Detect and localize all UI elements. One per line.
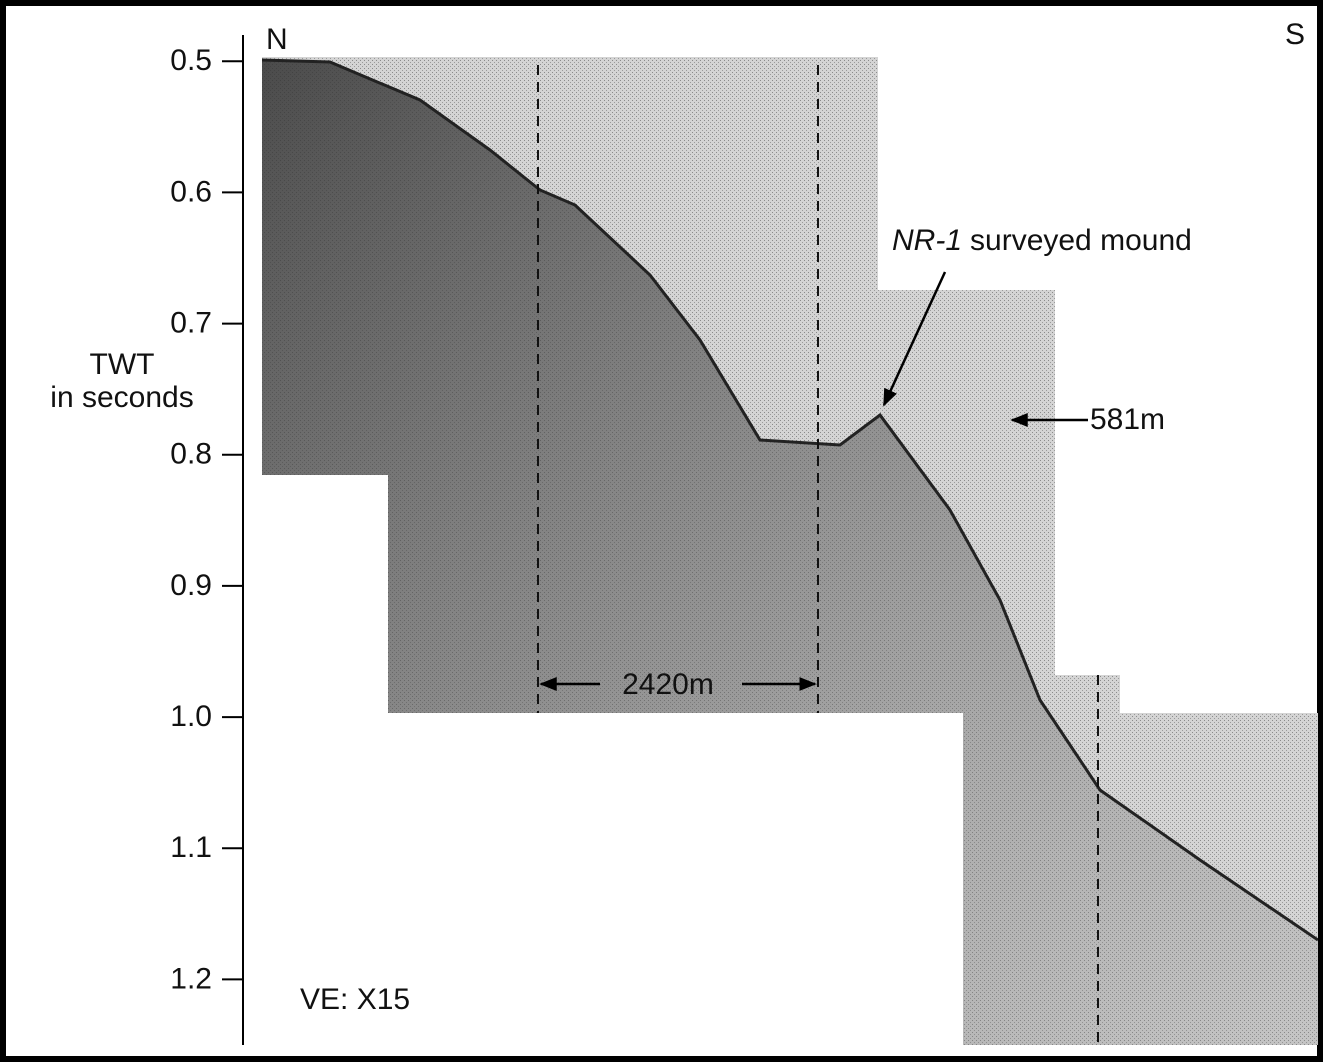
y-tick-label: 0.7 — [170, 306, 212, 339]
mound-arrow — [882, 271, 947, 407]
mound-label: NR-1 surveyed mound — [892, 224, 1192, 257]
mound-name: NR-1 — [892, 224, 962, 257]
exaggeration-label: VE: X15 — [300, 983, 410, 1016]
seismic-image — [262, 57, 1318, 1045]
width-label: 2420m — [622, 668, 714, 701]
mound-desc: surveyed mound — [970, 224, 1192, 257]
y-axis-label: TWT — [90, 348, 155, 381]
y-tick-label: 0.9 — [170, 569, 212, 602]
y-tick-label: 1.0 — [170, 700, 212, 733]
y-tick-label: 1.1 — [170, 831, 212, 864]
height-label: 581m — [1090, 403, 1165, 436]
y-tick-label: 1.2 — [170, 962, 212, 995]
y-tick-label: 0.8 — [170, 438, 212, 471]
y-axis-label: in seconds — [50, 381, 193, 414]
y-tick-label: 0.6 — [170, 175, 212, 208]
y-tick-label: 0.5 — [170, 44, 212, 77]
direction-label: S — [1285, 18, 1305, 51]
direction-label: N — [266, 23, 288, 56]
